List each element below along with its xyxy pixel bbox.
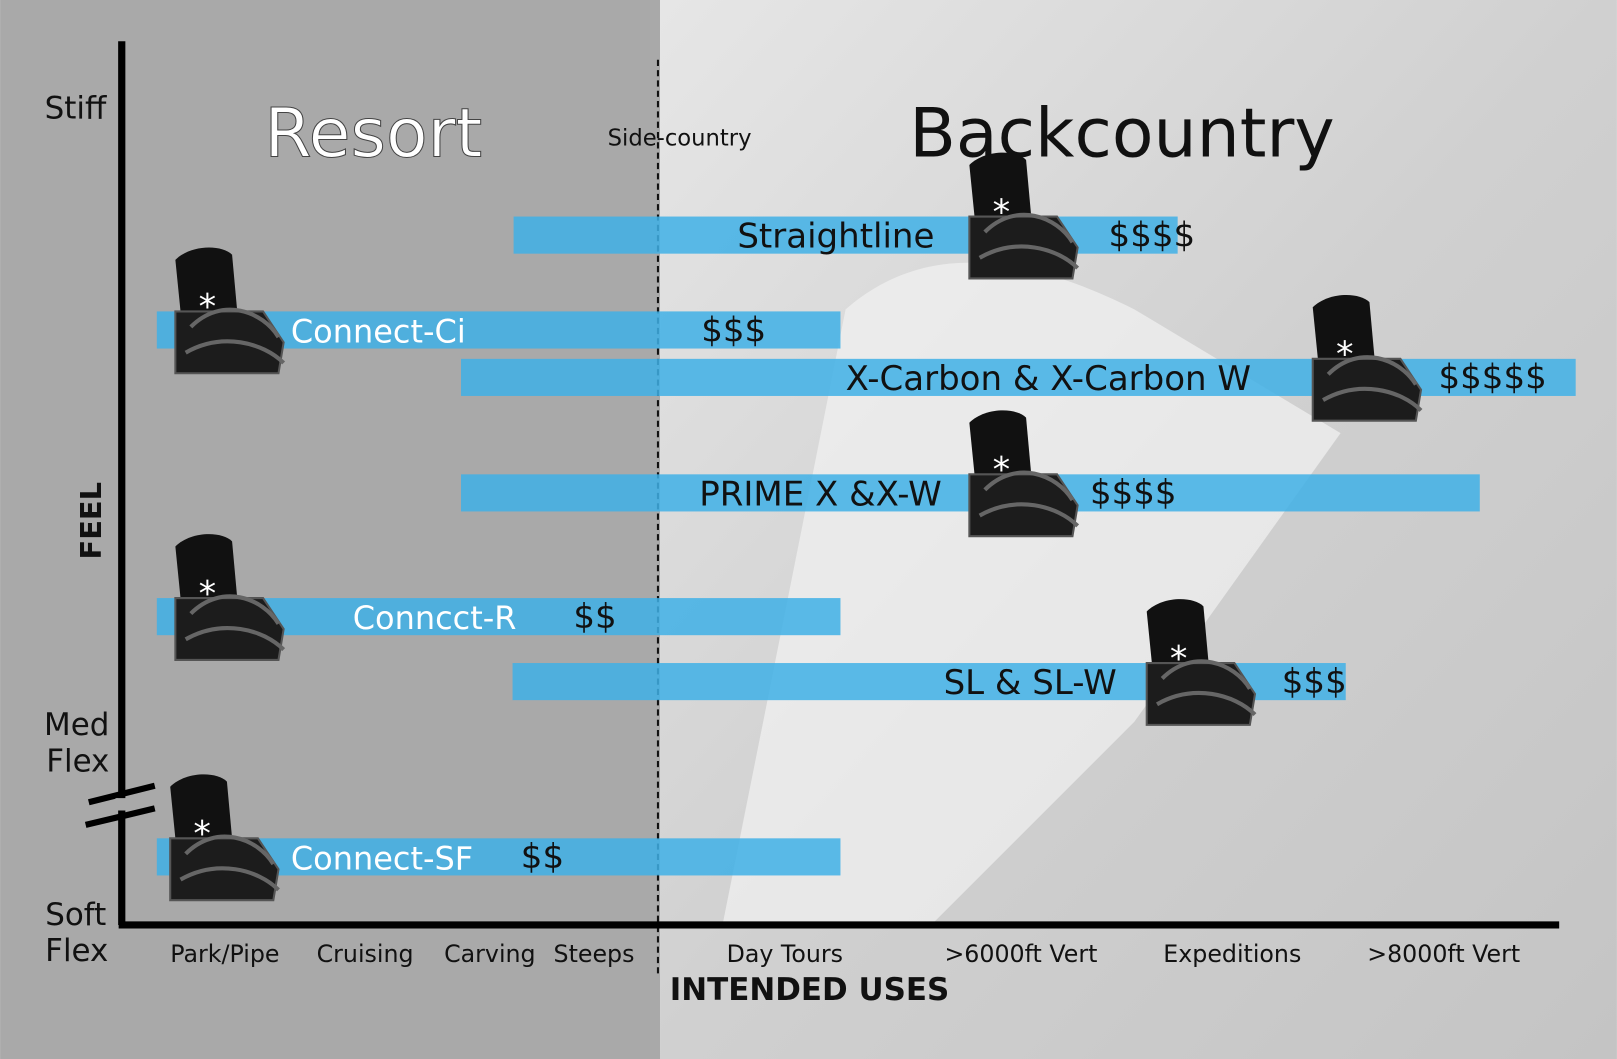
- binding-logo: *: [199, 573, 217, 614]
- x-label: Expeditions: [1163, 940, 1301, 968]
- binding-logo: *: [993, 192, 1011, 233]
- x-label: Steeps: [554, 940, 635, 968]
- x-label: Day Tours: [727, 940, 843, 968]
- binding-logo: *: [993, 450, 1011, 491]
- product-price: $$$$: [1090, 473, 1177, 513]
- binding-logo: *: [1336, 334, 1354, 375]
- infographic: Resort Side-country Backcountry Stiff Me…: [0, 0, 1617, 1059]
- zone-title: Resort: [264, 95, 482, 174]
- binding-logo: *: [1170, 638, 1188, 679]
- product-name: PRIME X &X-W: [699, 474, 942, 514]
- y-label: Med: [44, 707, 109, 743]
- product-name: SL & SL-W: [944, 663, 1117, 703]
- x-label: Park/Pipe: [170, 940, 279, 968]
- product-name: Connect-Ci: [291, 312, 466, 350]
- y-label: Soft: [45, 897, 106, 933]
- x-label: Carving: [444, 940, 536, 968]
- product-name: Conncct-R: [353, 599, 517, 637]
- product-name: Straightline: [737, 216, 934, 256]
- y-label: Flex: [45, 933, 108, 969]
- y-label: Flex: [46, 743, 109, 779]
- product-name: Connect-SF: [291, 839, 473, 877]
- product-name: X-Carbon & X-Carbon W: [846, 359, 1251, 399]
- axis-break-gap: [116, 798, 130, 810]
- x-label: >8000ft Vert: [1367, 940, 1520, 968]
- binding-logo: *: [193, 814, 211, 855]
- x-label: Cruising: [317, 940, 414, 968]
- product-price: $$$$: [1109, 215, 1196, 255]
- product-price: $$$: [701, 310, 766, 350]
- x-label: >6000ft Vert: [944, 940, 1097, 968]
- y-axis-title: FEEL: [74, 482, 108, 560]
- x-axis-title: INTENDED USES: [670, 972, 949, 1008]
- product-price: $$: [573, 597, 616, 637]
- product-price: $$$$$: [1439, 358, 1547, 398]
- binding-logo: *: [199, 287, 217, 328]
- page: {"zones": {"resort": "Resort", "sidecoun…: [0, 0, 1617, 1059]
- product-price: $$: [521, 837, 564, 877]
- y-label: Stiff: [45, 91, 107, 127]
- product-price: $$$: [1282, 662, 1347, 702]
- zone-title: Side-country: [608, 125, 752, 151]
